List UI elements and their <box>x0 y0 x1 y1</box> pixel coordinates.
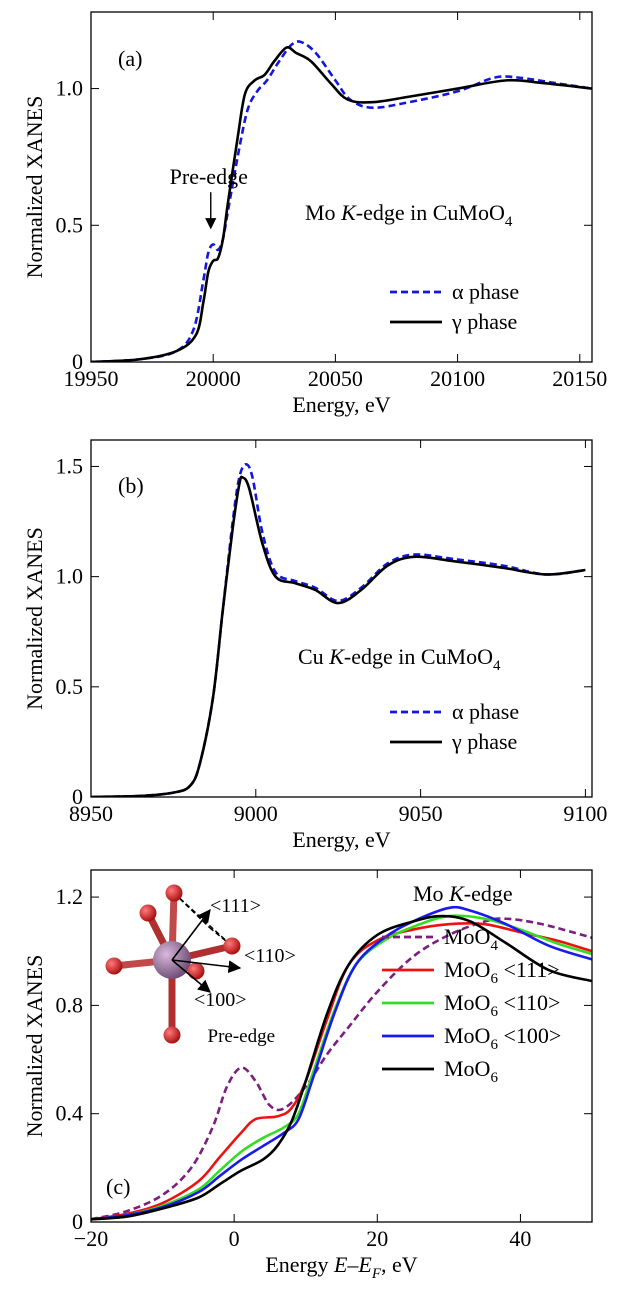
x-tick-label-c-2: 20 <box>366 1226 388 1251</box>
x-tick-label-b-1: 9000 <box>234 801 278 826</box>
plot-frame-c <box>90 869 593 1223</box>
series-line-c-4 <box>91 914 592 1221</box>
series-line-b-1 <box>91 475 586 797</box>
legend-label-a-0: α phase <box>452 279 519 304</box>
series-line-a-0 <box>91 40 592 362</box>
oxygen-atom-2 <box>105 957 123 975</box>
x-tick-label-a-4: 20150 <box>552 366 607 391</box>
y-axis-title-c: Normalized XANES <box>22 955 47 1138</box>
x-axis-title-b: Energy, eV <box>292 827 390 852</box>
y-tick-label-a-0: 0 <box>72 349 83 374</box>
panel-label-b: (b) <box>118 473 144 498</box>
plot-frame-b <box>90 439 593 798</box>
y-tick-label-c-2: 0.8 <box>56 992 84 1017</box>
legend-label-b-1: γ phase <box>451 729 517 754</box>
oxygen-atom-5 <box>163 1026 181 1044</box>
legend-label-a-1: γ phase <box>451 309 517 334</box>
x-tick-label-b-2: 9050 <box>399 801 443 826</box>
x-tick-label-a-1: 20000 <box>186 366 241 391</box>
oxygen-atom-3 <box>223 937 241 955</box>
inset-direction-label-2: <100> <box>194 989 247 1011</box>
panel-label-a: (a) <box>118 46 142 71</box>
oxygen-atom-4 <box>187 962 205 980</box>
y-tick-label-c-3: 1.2 <box>56 884 84 909</box>
series-line-c-3 <box>91 905 592 1221</box>
pre-edge-label-c: Pre-edge <box>208 1026 276 1047</box>
oxygen-atom-0 <box>165 884 183 902</box>
x-axis-title-c: Energy E–EF, eV <box>265 1252 417 1282</box>
y-tick-label-a-1: 0.5 <box>56 212 84 237</box>
oxygen-atom-1 <box>139 904 157 922</box>
y-axis-title-a: Normalized XANES <box>22 96 47 279</box>
edge-text-b: Cu K-edge in CuMoO4 <box>298 644 501 674</box>
y-tick-label-b-2: 1.0 <box>56 564 84 589</box>
legend-label-b-0: α phase <box>452 699 519 724</box>
y-tick-label-c-1: 0.4 <box>56 1101 84 1126</box>
direction-arrow-111 <box>171 908 211 961</box>
x-tick-label-c-1: 0 <box>229 1226 240 1251</box>
molecule-inset: <111> <110> <100> <box>105 884 296 1044</box>
x-tick-label-c-0: −20 <box>74 1226 108 1251</box>
chart-panel-b: 8950 9000 9050 9100 0 0.5 1.0 1.5 Energy, eV Norm… <box>22 439 607 852</box>
x-tick-label-b-0: 8950 <box>69 801 113 826</box>
y-tick-label-b-3: 1.5 <box>56 453 84 478</box>
legend-label-c-4: MoO6 <box>444 1056 498 1086</box>
inset-direction-label-1: <110> <box>244 945 296 967</box>
plot-frame-a <box>90 11 593 363</box>
x-tick-label-c-3: 40 <box>509 1226 531 1251</box>
direction-arrow-100 <box>171 959 211 993</box>
chart-panel-a: 19950 20000 20050 20100 20150 0 0.5 1.0 Energy, … <box>22 11 607 417</box>
y-axis-title-b: Normalized XANES <box>22 527 47 710</box>
direction-arrow-110 <box>171 959 242 974</box>
x-tick-label-a-3: 20100 <box>430 366 485 391</box>
y-tick-label-b-0: 0 <box>72 784 83 809</box>
inset-direction-label-0: <111> <box>210 895 261 917</box>
x-axis-title-a: Energy, eV <box>292 392 390 417</box>
edge-text-a: Mo K-edge in CuMoO4 <box>305 200 513 230</box>
y-tick-label-b-1: 0.5 <box>56 674 84 699</box>
legend-label-c-0: MoO4 <box>444 924 498 954</box>
dashed-face-edge-3 <box>173 892 233 947</box>
series-line-c-2 <box>91 914 592 1221</box>
x-tick-label-a-0: 19950 <box>64 366 119 391</box>
panel-label-c: (c) <box>106 1174 130 1199</box>
x-tick-label-b-3: 9100 <box>563 801 607 826</box>
series-line-a-1 <box>91 46 592 362</box>
x-tick-label-a-2: 20050 <box>308 366 363 391</box>
pre-edge-label-a: Pre-edge <box>170 164 248 189</box>
legend-label-c-2: MoO6 <110> <box>444 990 560 1020</box>
legend-label-c-3: MoO6 <100> <box>444 1023 561 1053</box>
y-tick-label-c-0: 0 <box>72 1209 83 1234</box>
edge-text-c: Mo K-edge <box>413 881 513 906</box>
legend-label-c-1: MoO6 <111> <box>444 957 560 987</box>
y-tick-label-a-2: 1.0 <box>56 76 84 101</box>
